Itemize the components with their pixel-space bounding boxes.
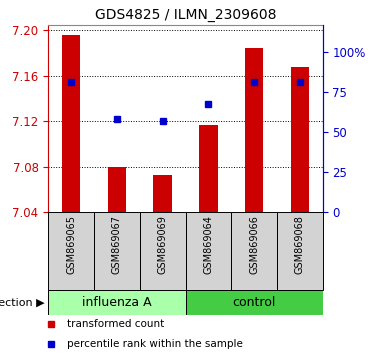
Bar <box>291 67 309 212</box>
Bar <box>108 167 126 212</box>
Text: control: control <box>233 296 276 309</box>
Text: GSM869068: GSM869068 <box>295 215 305 274</box>
Bar <box>94 212 140 290</box>
Bar <box>199 125 217 212</box>
Text: GSM869064: GSM869064 <box>203 215 213 274</box>
Text: GSM869067: GSM869067 <box>112 215 122 274</box>
Bar <box>186 212 231 290</box>
Bar <box>62 35 80 212</box>
Text: percentile rank within the sample: percentile rank within the sample <box>68 339 243 349</box>
Bar <box>231 212 277 290</box>
Bar <box>277 212 323 290</box>
Bar <box>154 175 172 212</box>
Bar <box>48 290 186 315</box>
Bar <box>186 290 323 315</box>
Text: GSM869069: GSM869069 <box>158 215 168 274</box>
Text: transformed count: transformed count <box>68 319 165 329</box>
Bar <box>245 47 263 212</box>
Bar <box>48 212 94 290</box>
Text: GSM869066: GSM869066 <box>249 215 259 274</box>
Title: GDS4825 / ILMN_2309608: GDS4825 / ILMN_2309608 <box>95 8 276 22</box>
Text: influenza A: influenza A <box>82 296 152 309</box>
Bar <box>140 212 186 290</box>
Text: infection ▶: infection ▶ <box>0 298 45 308</box>
Text: GSM869065: GSM869065 <box>66 215 76 274</box>
